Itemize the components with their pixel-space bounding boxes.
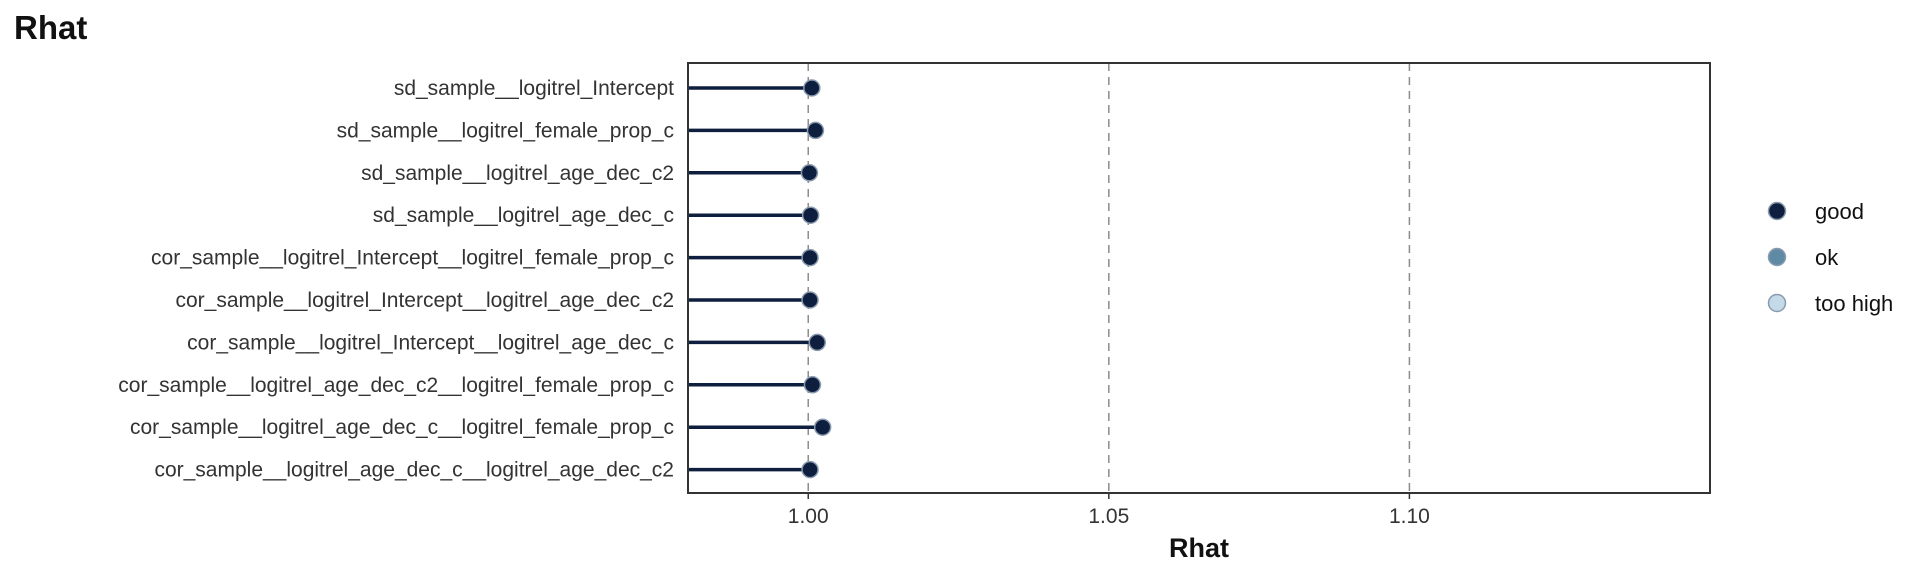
reference-lines	[807, 63, 1411, 493]
lollipop-row	[688, 376, 822, 394]
lollipop-row	[688, 164, 819, 182]
legend-marker	[1767, 293, 1787, 313]
legend-label: good	[1815, 199, 1864, 224]
y-tick-label: cor_sample__logitrel_age_dec_c__logitrel…	[130, 416, 674, 439]
lollipop-point	[803, 376, 822, 394]
lollipop-point	[803, 79, 821, 97]
plot-panel-border	[687, 62, 1711, 494]
legend-item: good	[1767, 199, 1864, 224]
y-tick-label: cor_sample__logitrel_age_dec_c2__logitre…	[118, 374, 674, 397]
x-tick-label: 1.10	[1389, 505, 1430, 528]
lollipop-series	[688, 79, 832, 479]
lollipop-point	[808, 333, 827, 352]
y-tick-label: sd_sample__logitrel_age_dec_c2	[361, 162, 674, 185]
y-tick-label: cor_sample__logitrel_Intercept__logitrel…	[151, 247, 674, 270]
x-tick-label: 1.05	[1088, 505, 1129, 528]
legend-item: too high	[1767, 291, 1893, 316]
chart-title: Rhat	[14, 9, 87, 46]
y-tick-label: cor_sample__logitrel_Intercept__logitrel…	[176, 289, 675, 312]
lollipop-point	[801, 248, 819, 267]
lollipop-point	[813, 418, 832, 436]
lollipop-point	[801, 206, 820, 224]
legend-marker	[1767, 201, 1787, 221]
lollipop-point	[801, 291, 819, 309]
lollipop-point	[800, 164, 819, 182]
lollipop-row	[688, 418, 832, 436]
x-axis-ticks: 1.00 1.05 1.10	[788, 493, 1430, 528]
legend-label: ok	[1815, 245, 1839, 270]
lollipop-point	[801, 460, 819, 479]
lollipop-point	[806, 121, 825, 140]
lollipop-row	[688, 248, 819, 267]
x-tick-label: 1.00	[788, 505, 829, 528]
y-tick-label: cor_sample__logitrel_age_dec_c__logitrel…	[154, 459, 674, 482]
lollipop-row	[688, 333, 827, 352]
lollipop-row	[688, 79, 821, 97]
legend-label: too high	[1815, 291, 1893, 316]
y-tick-label: sd_sample__logitrel_age_dec_c	[373, 204, 674, 227]
x-axis-title: Rhat	[1169, 533, 1229, 563]
legend-item: ok	[1767, 245, 1839, 270]
y-tick-label: sd_sample__logitrel_Intercept	[394, 77, 674, 100]
lollipop-row	[688, 291, 819, 309]
y-tick-label: cor_sample__logitrel_Intercept__logitrel…	[187, 331, 674, 354]
lollipop-row	[688, 206, 820, 224]
lollipop-row	[688, 460, 819, 479]
legend-marker	[1767, 247, 1787, 267]
y-tick-label: sd_sample__logitrel_female_prop_c	[337, 119, 674, 142]
legend: good ok too high	[1767, 199, 1893, 316]
y-axis-tick-labels: sd_sample__logitrel_Intercept sd_sample__…	[118, 77, 674, 482]
lollipop-row	[688, 121, 825, 140]
